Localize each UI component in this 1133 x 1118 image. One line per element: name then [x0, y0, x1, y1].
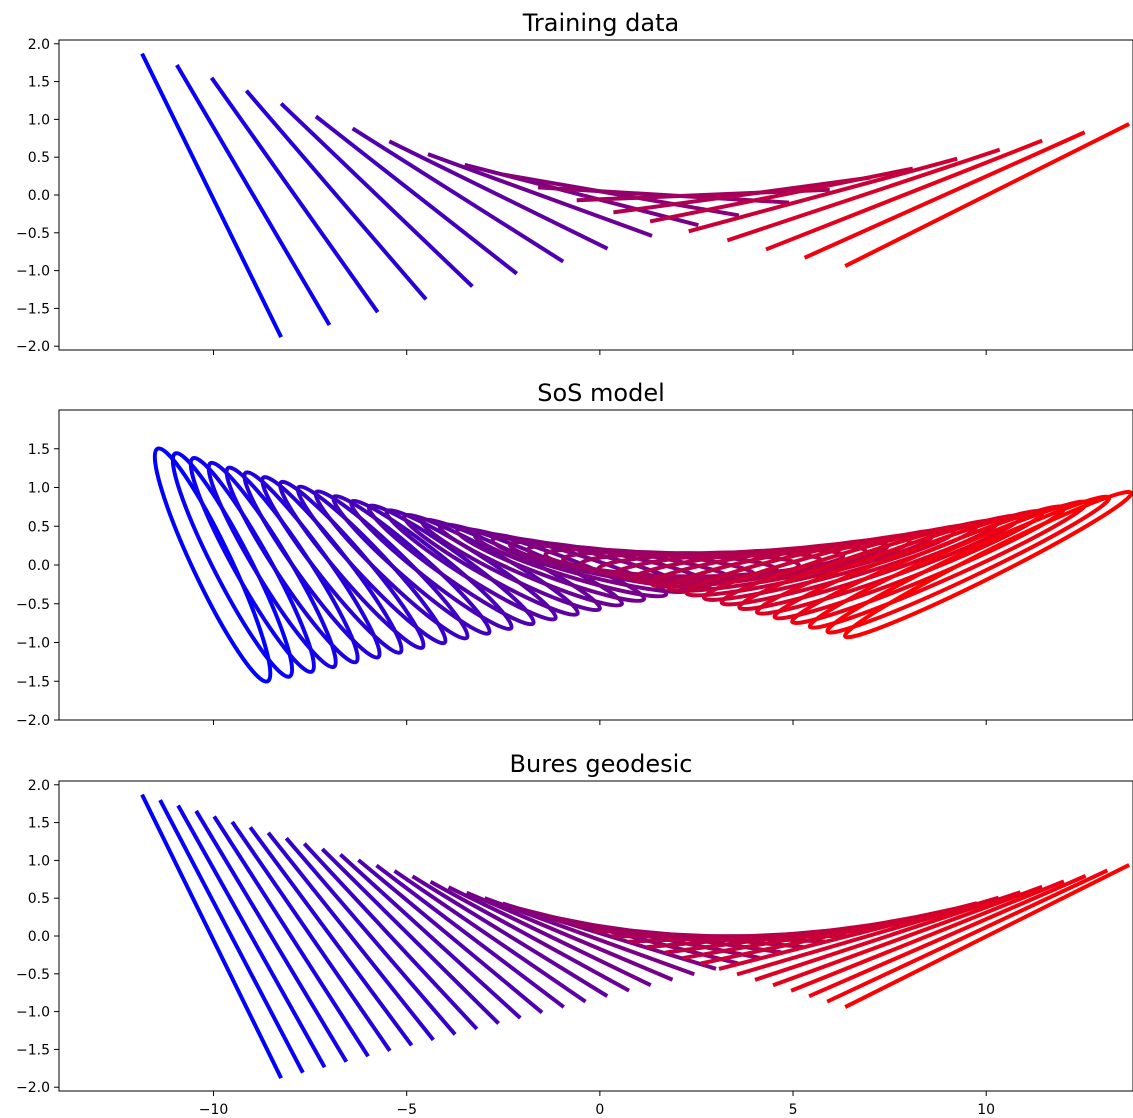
geodesic-segment	[411, 874, 609, 998]
geodesic-segment	[320, 847, 500, 1025]
plot-area	[140, 793, 1131, 1080]
y-tick-label: 0.5	[28, 150, 50, 166]
geodesic-segment	[447, 885, 652, 988]
geodesic-segment	[339, 853, 522, 1020]
geodesic-segment	[465, 890, 674, 982]
plot-area	[152, 446, 1133, 684]
x-tick-label: 5	[789, 1102, 798, 1118]
y-tick-label: −2.0	[16, 713, 50, 729]
axes-sos-model: SoS model 1.5 1.0 0.5 0.0 −0.5 −1.0 −1.5 −2.0	[16, 379, 1133, 729]
geodesic-segment	[826, 868, 1109, 1004]
data-segment	[765, 138, 1043, 252]
data-segment	[244, 89, 428, 301]
geodesic-segment	[772, 884, 1043, 988]
model-ellipse	[331, 494, 492, 636]
geodesic-segment	[212, 815, 370, 1058]
y-tick-label: 2.0	[28, 37, 50, 53]
y-tick-label: 1.5	[28, 442, 50, 458]
y-tick-label: 1.5	[28, 816, 50, 832]
y-tick-label: −1.0	[16, 264, 50, 280]
data-segment	[351, 126, 565, 264]
axes-frame	[58, 39, 1133, 351]
y-tick-label: −1.0	[16, 1005, 50, 1021]
data-segment	[140, 52, 283, 339]
y-tick-label: 1.5	[28, 75, 50, 91]
geodesic-segment	[230, 820, 392, 1052]
axes-frame	[58, 409, 1133, 721]
y-tick-label: −1.5	[16, 674, 50, 690]
geodesic-segment	[718, 901, 978, 971]
x-tick-label: 10	[977, 1102, 995, 1118]
data-segment	[427, 152, 653, 238]
geodesic-segment	[302, 842, 479, 1031]
geodesic-segment	[393, 869, 587, 1004]
y-tick-label: −0.5	[16, 597, 50, 613]
model-ellipse	[366, 503, 536, 627]
geodesic-segment	[194, 809, 349, 1063]
axes-title-sos-model: SoS model	[537, 379, 665, 407]
y-tick-label: 0.0	[28, 558, 50, 574]
geodesic-segment	[284, 836, 457, 1036]
data-segment	[279, 102, 474, 288]
geodesic-segment	[248, 826, 414, 1047]
x-tick-label: −5	[396, 1102, 417, 1118]
y-tick-label: −2.0	[16, 339, 50, 355]
axes-title-bures-geodesic: Bures geodesic	[510, 750, 693, 778]
axes-bures-geodesic: Bures geodesic 2.0 1.5 1.0 0.5 0.0 −0.5 −1.0 −1…	[16, 750, 1133, 1118]
y-tick-label: 0.5	[28, 519, 50, 535]
y-tick-label: 1.0	[28, 112, 50, 128]
axes-training-data: Training data 2.0 1.5 1.0 0.5 0.0 −0.5 −1.0 −1.…	[16, 9, 1133, 355]
data-segment	[314, 114, 519, 276]
geodesic-segment	[375, 863, 566, 1009]
model-ellipse	[666, 536, 912, 594]
axes-title-training-data: Training data	[522, 9, 679, 37]
data-segment	[726, 147, 1001, 243]
model-ellipse	[152, 446, 273, 684]
y-tick-label: −1.0	[16, 636, 50, 652]
plot-area	[140, 52, 1131, 339]
data-segment	[388, 139, 609, 251]
y-tick-label: 1.0	[28, 481, 50, 497]
y-tick-label: 1.0	[28, 853, 50, 869]
geodesic-segment	[357, 858, 544, 1015]
y-tick-label: −0.5	[16, 967, 50, 983]
geodesic-segment	[754, 890, 1022, 982]
geodesic-segment	[266, 831, 435, 1042]
y-tick-label: −0.5	[16, 226, 50, 242]
data-segment	[209, 76, 380, 314]
y-tick-label: 0.5	[28, 891, 50, 907]
x-tick-label: −10	[199, 1102, 229, 1118]
axes-frame	[58, 780, 1133, 1092]
model-ellipse	[613, 547, 846, 582]
data-segment	[688, 156, 958, 234]
y-tick-label: 0.0	[28, 188, 50, 204]
y-tick-label: 2.0	[28, 778, 50, 794]
geodesic-segment	[844, 863, 1131, 1009]
data-segment	[502, 172, 740, 218]
geodesic-segment	[808, 874, 1087, 999]
geodesic-segment	[736, 895, 1000, 977]
data-segment	[649, 166, 914, 224]
x-tick-label: 0	[595, 1102, 604, 1118]
data-segment	[576, 187, 830, 203]
data-segment	[803, 130, 1086, 260]
data-segment	[613, 175, 871, 215]
geodesic-segment	[790, 879, 1065, 993]
data-segment	[175, 63, 332, 327]
y-tick-label: −1.5	[16, 1042, 50, 1058]
model-ellipse	[349, 498, 514, 631]
geodesic-segment	[158, 799, 305, 1074]
y-tick-label: −1.5	[16, 301, 50, 317]
model-ellipse	[455, 526, 647, 603]
data-segment	[844, 122, 1131, 268]
model-ellipse	[843, 490, 1133, 640]
geodesic-segment	[176, 804, 327, 1069]
y-tick-label: −2.0	[16, 1080, 50, 1096]
geodesic-segment	[429, 880, 630, 993]
y-tick-label: 0.0	[28, 929, 50, 945]
geodesic-segment	[140, 793, 283, 1080]
